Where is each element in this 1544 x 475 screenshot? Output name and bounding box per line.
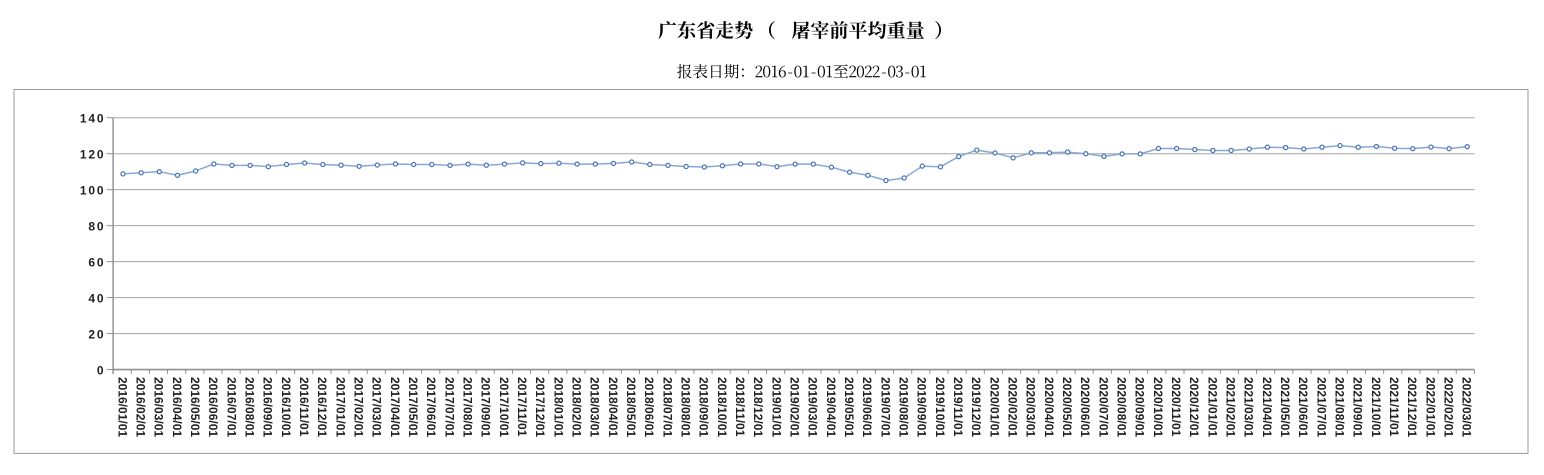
svg-text:40: 40 [88,291,105,305]
svg-text:2022/03/01: 2022/03/01 [1460,377,1474,437]
svg-text:2017/04/01: 2017/04/01 [388,377,402,437]
svg-text:2021/03/01: 2021/03/01 [1242,377,1256,437]
svg-text:2021/11/01: 2021/11/01 [1387,377,1401,437]
svg-text:2020/09/01: 2020/09/01 [1133,377,1147,437]
svg-text:2018/08/01: 2018/08/01 [679,377,693,437]
svg-text:2016/01/01: 2016/01/01 [115,377,129,437]
svg-text:2021/09/01: 2021/09/01 [1351,377,1365,437]
svg-text:2016/12/01: 2016/12/01 [315,377,329,437]
svg-text:2016/10/01: 2016/10/01 [279,377,293,437]
svg-text:2021/01/01: 2021/01/01 [1205,377,1219,437]
svg-text:2019/03/01: 2019/03/01 [806,377,820,437]
svg-text:2019/09/01: 2019/09/01 [915,377,929,437]
svg-text:2020/05/01: 2020/05/01 [1060,377,1074,437]
svg-text:2020/03/01: 2020/03/01 [1024,377,1038,437]
svg-text:140: 140 [80,112,105,126]
svg-text:2019/05/01: 2019/05/01 [842,377,856,437]
svg-text:2019/12/01: 2019/12/01 [969,377,983,437]
svg-text:2020/02/01: 2020/02/01 [1006,377,1020,437]
svg-text:2019/02/01: 2019/02/01 [788,377,802,437]
svg-text:2022/01/01: 2022/01/01 [1423,377,1437,437]
svg-text:2020/11/01: 2020/11/01 [1169,377,1183,437]
svg-text:2019/11/01: 2019/11/01 [951,377,965,437]
svg-text:2016/08/01: 2016/08/01 [243,377,257,437]
svg-text:2021/08/01: 2021/08/01 [1333,377,1347,437]
svg-text:2017/06/01: 2017/06/01 [424,377,438,437]
svg-text:2019/07/01: 2019/07/01 [878,377,892,437]
svg-text:2018/09/01: 2018/09/01 [697,377,711,437]
svg-text:2019/01/01: 2019/01/01 [769,377,783,437]
svg-text:2020/01/01: 2020/01/01 [987,377,1001,437]
svg-text:0: 0 [97,363,105,377]
svg-text:2016/06/01: 2016/06/01 [206,377,220,437]
svg-text:100: 100 [80,183,105,197]
svg-text:2016/09/01: 2016/09/01 [261,377,275,437]
svg-text:2018/11/01: 2018/11/01 [733,377,747,437]
svg-text:2017/11/01: 2017/11/01 [515,377,529,437]
svg-text:2021/06/01: 2021/06/01 [1296,377,1310,437]
svg-text:2018/12/01: 2018/12/01 [751,377,765,437]
svg-text:2016/05/01: 2016/05/01 [188,377,202,437]
svg-text:2018/06/01: 2018/06/01 [642,377,656,437]
svg-text:2021/05/01: 2021/05/01 [1278,377,1292,437]
svg-text:2016/03/01: 2016/03/01 [152,377,166,437]
svg-text:2017/03/01: 2017/03/01 [370,377,384,437]
svg-text:2021/12/01: 2021/12/01 [1405,377,1419,437]
svg-text:2018/03/01: 2018/03/01 [588,377,602,437]
svg-text:2021/07/01: 2021/07/01 [1314,377,1328,437]
svg-text:80: 80 [88,219,105,233]
svg-text:2018/05/01: 2018/05/01 [624,377,638,437]
svg-text:2016/11/01: 2016/11/01 [297,377,311,437]
svg-text:2019/10/01: 2019/10/01 [933,377,947,437]
svg-text:2018/10/01: 2018/10/01 [715,377,729,437]
svg-text:2020/08/01: 2020/08/01 [1115,377,1129,437]
svg-text:2017/09/01: 2017/09/01 [479,377,493,437]
svg-text:2017/01/01: 2017/01/01 [333,377,347,437]
svg-text:2017/08/01: 2017/08/01 [461,377,475,437]
svg-text:2017/12/01: 2017/12/01 [533,377,547,437]
svg-text:2021/10/01: 2021/10/01 [1369,377,1383,437]
svg-text:2018/07/01: 2018/07/01 [660,377,674,437]
svg-text:2019/04/01: 2019/04/01 [824,377,838,437]
svg-text:2017/10/01: 2017/10/01 [497,377,511,437]
svg-text:2017/05/01: 2017/05/01 [406,377,420,437]
svg-text:2020/04/01: 2020/04/01 [1042,377,1056,437]
svg-text:2018/04/01: 2018/04/01 [606,377,620,437]
svg-text:2016/07/01: 2016/07/01 [224,377,238,437]
svg-text:2020/12/01: 2020/12/01 [1187,377,1201,437]
svg-text:2018/01/01: 2018/01/01 [551,377,565,437]
svg-text:2020/06/01: 2020/06/01 [1078,377,1092,437]
svg-text:2018/02/01: 2018/02/01 [570,377,584,437]
svg-text:120: 120 [80,147,105,161]
svg-text:2022/02/01: 2022/02/01 [1442,377,1456,437]
svg-text:2020/07/01: 2020/07/01 [1096,377,1110,437]
svg-text:2019/06/01: 2019/06/01 [860,377,874,437]
svg-text:2020/10/01: 2020/10/01 [1151,377,1165,437]
svg-text:2019/08/01: 2019/08/01 [897,377,911,437]
svg-text:2017/07/01: 2017/07/01 [442,377,456,437]
svg-text:2016/02/01: 2016/02/01 [134,377,148,437]
svg-text:20: 20 [88,327,105,341]
svg-text:2021/02/01: 2021/02/01 [1224,377,1238,437]
svg-text:2017/02/01: 2017/02/01 [352,377,366,437]
svg-text:2016/04/01: 2016/04/01 [170,377,184,437]
svg-text:2021/04/01: 2021/04/01 [1260,377,1274,437]
svg-text:60: 60 [88,255,105,269]
